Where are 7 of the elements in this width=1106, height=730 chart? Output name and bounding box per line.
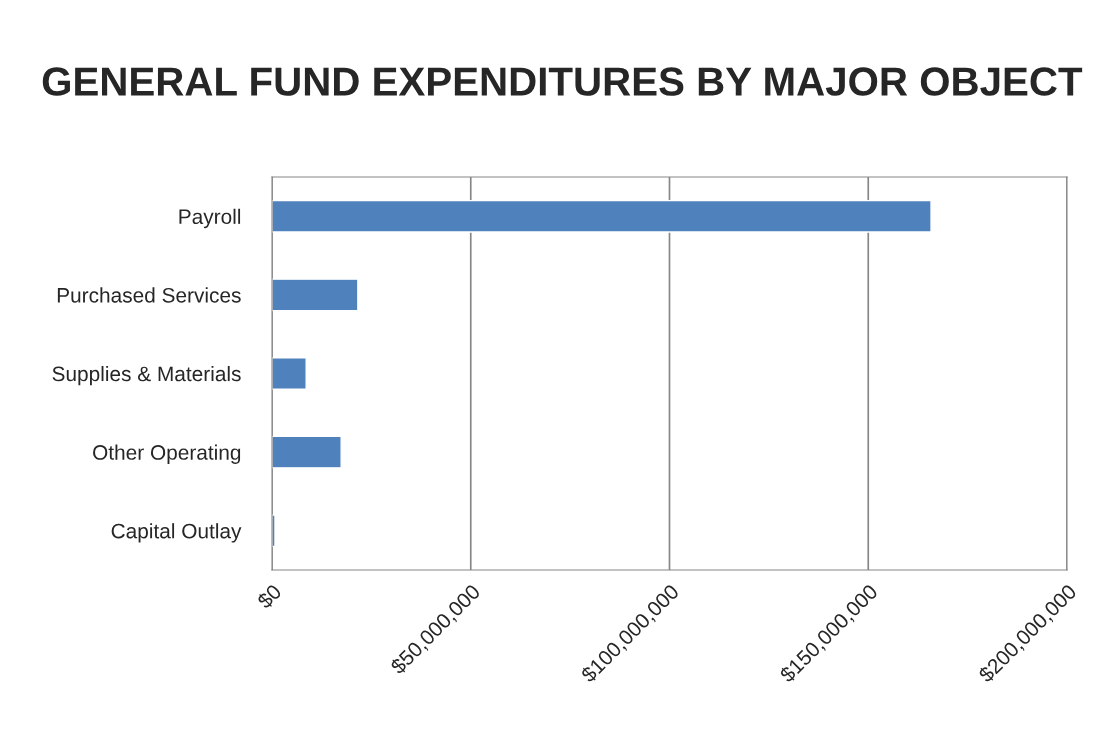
y-tick-label: Purchased Services bbox=[57, 287, 241, 303]
y-tick-label: Payroll bbox=[179, 208, 241, 229]
y-tick-label: Supplies & Materials bbox=[52, 365, 241, 386]
chart-title: GENERAL FUND EXPENDITURES BY MAJOR OBJECT bbox=[42, 67, 1083, 96]
x-tick-label: $0 bbox=[255, 582, 284, 611]
y-tick-label: Capital Outlay bbox=[111, 523, 242, 543]
y-tick-label: Other Operating bbox=[93, 444, 241, 464]
